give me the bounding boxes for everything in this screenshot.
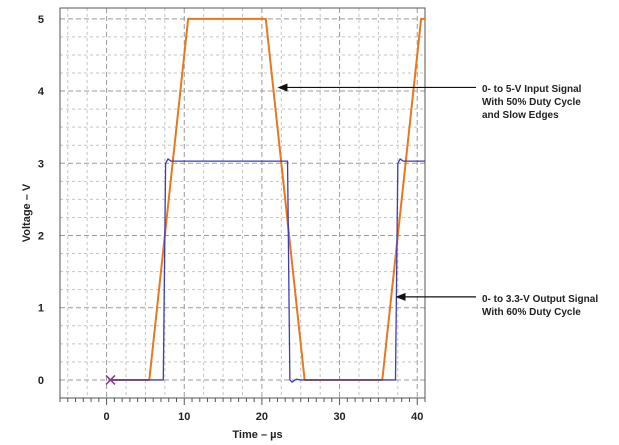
y-axis-label: Voltage – V: [21, 183, 33, 242]
y-tick-label: 2: [38, 231, 44, 243]
x-axis-minor-ticks: [59, 398, 426, 405]
y-tick-label: 3: [38, 158, 44, 170]
annotation-text-line: 0- to 5-V Input Signal: [482, 84, 582, 95]
x-axis-label: Time – µs: [232, 429, 282, 441]
x-axis-tick-labels: 0 10 20 30 40: [104, 411, 424, 423]
grid: [60, 8, 425, 398]
marker-layer: [105, 374, 116, 386]
annotation-text-line: With 50% Duty Cycle: [482, 97, 581, 108]
annotation-text-line: 0- to 3.3-V Output Signal: [482, 294, 598, 305]
series-layer: [110, 17, 425, 383]
y-tick-label: 0: [38, 375, 44, 387]
output-signal-series: [110, 158, 425, 383]
plot-frame: [59, 7, 426, 399]
y-tick-label: 4: [38, 86, 45, 98]
output-signal-annotation: 0- to 3.3-V Output Signal With 60% Duty C…: [395, 292, 598, 318]
input-signal-series: [110, 17, 425, 381]
y-tick-label: 5: [38, 14, 44, 26]
x-tick-label: 40: [411, 411, 423, 423]
start-marker: [105, 374, 116, 386]
x-tick-label: 20: [256, 411, 268, 423]
annotation-layer: 0- to 5-V Input Signal With 50% Duty Cycl…: [277, 83, 598, 318]
annotation-arrow-head: [277, 83, 288, 92]
annotation-text-line: and Slow Edges: [482, 110, 559, 121]
input-signal-annotation: 0- to 5-V Input Signal With 50% Duty Cycl…: [277, 83, 582, 121]
x-tick-label: 10: [178, 411, 190, 423]
x-tick-label: 0: [104, 411, 110, 423]
y-axis-tick-labels: 0 1 2 3 4 5: [38, 14, 45, 387]
x-tick-label: 30: [333, 411, 345, 423]
annotation-arrow-head: [395, 292, 406, 301]
y-tick-label: 1: [38, 303, 44, 315]
annotation-text-line: With 60% Duty Cycle: [482, 307, 581, 318]
